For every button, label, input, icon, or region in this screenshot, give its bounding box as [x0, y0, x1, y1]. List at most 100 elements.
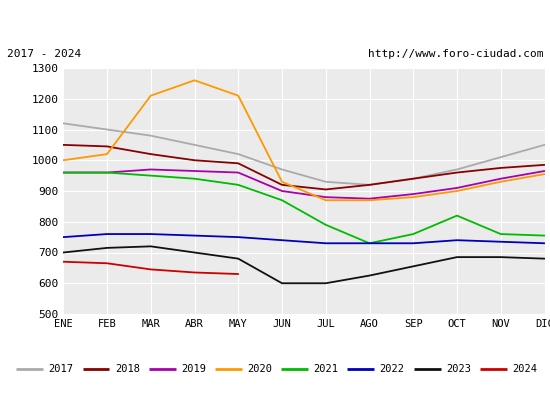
2017	[191, 142, 198, 147]
2021	[279, 198, 285, 203]
Text: 2021: 2021	[314, 364, 338, 374]
2017	[454, 167, 460, 172]
Text: http://www.foro-ciudad.com: http://www.foro-ciudad.com	[368, 49, 543, 59]
2020	[454, 189, 460, 194]
2021	[104, 170, 111, 175]
2021	[410, 232, 416, 236]
2021	[541, 233, 548, 238]
2019	[235, 170, 241, 175]
Line: 2019: 2019	[63, 170, 544, 199]
2021	[235, 182, 241, 187]
2023	[147, 244, 154, 249]
Text: 2024: 2024	[512, 364, 537, 374]
2024	[60, 259, 67, 264]
2020	[322, 198, 329, 203]
2023	[541, 256, 548, 261]
2019	[191, 169, 198, 174]
2017	[497, 155, 504, 160]
2020	[191, 78, 198, 83]
2017	[60, 121, 67, 126]
2023	[191, 250, 198, 255]
2021	[497, 232, 504, 236]
2022	[366, 241, 373, 246]
2018	[366, 182, 373, 187]
2020	[279, 179, 285, 184]
2023	[279, 281, 285, 286]
2019	[147, 167, 154, 172]
2022	[497, 239, 504, 244]
Line: 2021: 2021	[63, 172, 544, 243]
2020	[366, 198, 373, 203]
2018	[322, 187, 329, 192]
Line: 2020: 2020	[63, 80, 544, 200]
2017	[147, 133, 154, 138]
2023	[322, 281, 329, 286]
2019	[366, 196, 373, 201]
2019	[60, 170, 67, 175]
2020	[497, 179, 504, 184]
2017	[235, 152, 241, 156]
2017	[410, 176, 416, 181]
2021	[366, 241, 373, 246]
2017	[279, 167, 285, 172]
2023	[235, 256, 241, 261]
2022	[191, 233, 198, 238]
2018	[454, 170, 460, 175]
2017	[541, 142, 548, 147]
2020	[147, 93, 154, 98]
Text: 2023: 2023	[446, 364, 471, 374]
2018	[541, 162, 548, 167]
Line: 2022: 2022	[63, 234, 544, 243]
Text: 2022: 2022	[379, 364, 405, 374]
2017	[366, 182, 373, 187]
2019	[454, 186, 460, 190]
Line: 2017: 2017	[63, 123, 544, 185]
2024	[191, 270, 198, 275]
Line: 2024: 2024	[63, 262, 238, 274]
2018	[104, 144, 111, 149]
2021	[454, 213, 460, 218]
2018	[279, 182, 285, 187]
2019	[541, 169, 548, 174]
2019	[410, 192, 416, 196]
2024	[235, 272, 241, 276]
Text: Evolucion del paro registrado en Jimena de la Frontera: Evolucion del paro registrado en Jimena …	[49, 14, 501, 28]
2020	[541, 172, 548, 176]
Line: 2018: 2018	[63, 145, 544, 190]
2020	[104, 152, 111, 156]
2023	[497, 255, 504, 260]
Text: 2019: 2019	[181, 364, 206, 374]
2019	[279, 189, 285, 194]
2019	[497, 176, 504, 181]
2019	[322, 195, 329, 200]
2018	[410, 176, 416, 181]
2021	[147, 173, 154, 178]
2023	[366, 273, 373, 278]
2024	[104, 261, 111, 266]
2020	[235, 93, 241, 98]
2022	[235, 235, 241, 240]
2022	[279, 238, 285, 242]
Line: 2023: 2023	[63, 246, 544, 283]
2021	[322, 222, 329, 227]
Text: 2020: 2020	[248, 364, 272, 374]
2021	[60, 170, 67, 175]
2023	[104, 246, 111, 250]
2018	[147, 152, 154, 156]
Text: 2018: 2018	[115, 364, 140, 374]
2024	[147, 267, 154, 272]
2018	[235, 161, 241, 166]
2019	[104, 170, 111, 175]
2022	[60, 235, 67, 240]
2020	[60, 158, 67, 163]
2020	[410, 195, 416, 200]
2022	[410, 241, 416, 246]
2018	[191, 158, 198, 163]
2022	[322, 241, 329, 246]
2022	[104, 232, 111, 236]
2022	[541, 241, 548, 246]
2018	[497, 166, 504, 170]
2022	[147, 232, 154, 236]
2023	[410, 264, 416, 269]
2022	[454, 238, 460, 242]
